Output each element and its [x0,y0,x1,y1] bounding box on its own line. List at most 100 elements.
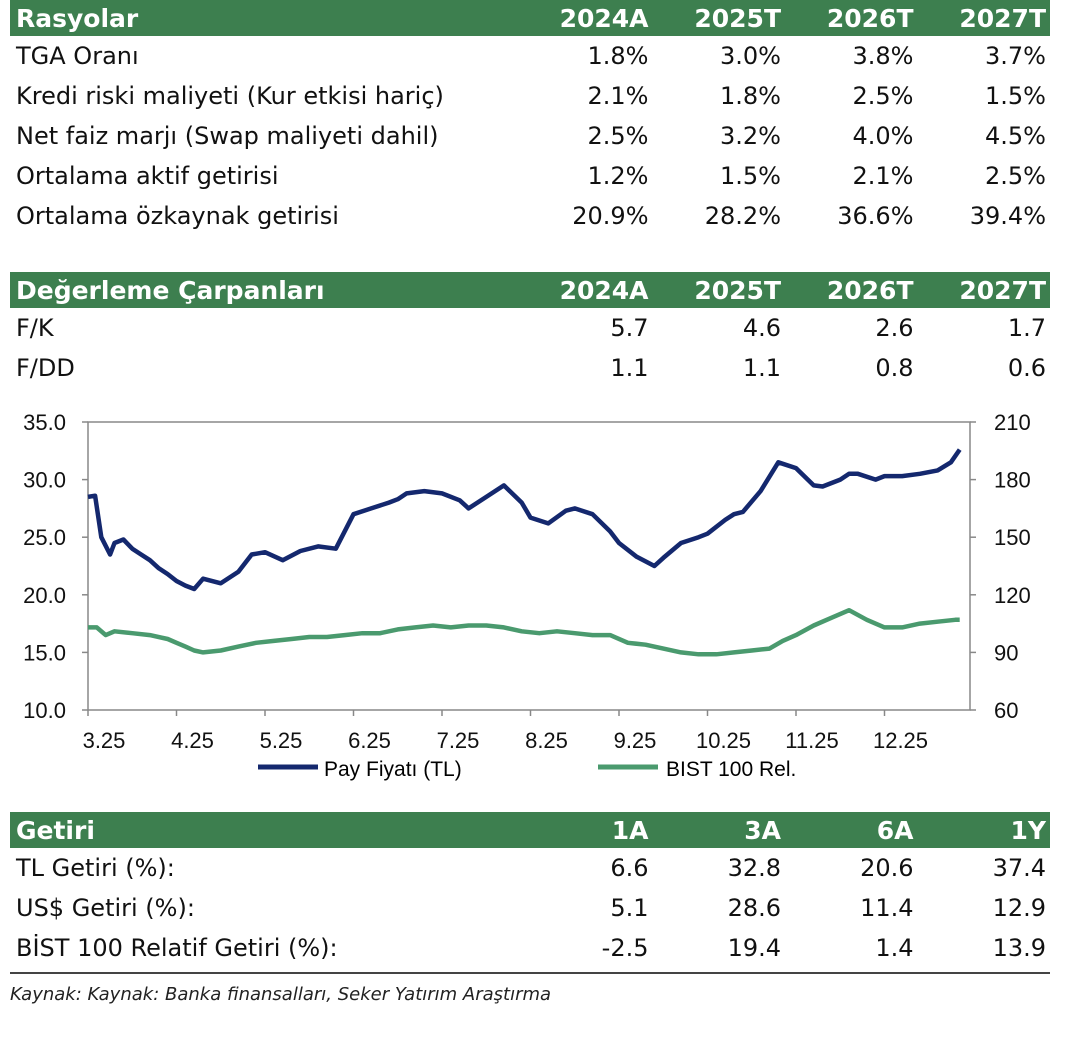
table-row: Net faiz marjı (Swap maliyeti dahil) 2.5… [10,116,1050,156]
cell-value: 1.4 [875,934,914,962]
ratios-header: Rasyolar 2024A 2025T 2026T 2027T [10,0,1050,36]
returns-header: Getiri 1A 3A 6A 1Y [10,812,1050,848]
x-tick-label: 4.25 [171,728,214,753]
bist-series-line [88,607,960,657]
row-label: BİST 100 Relatif Getiri (%): [16,934,338,962]
cell-value: 1.5% [985,82,1046,110]
cell-value: 20.9% [572,202,649,230]
cell-value: 1.8% [587,42,649,70]
cell-value: 2.1% [587,82,649,110]
y-right-tick-label: 120 [994,583,1031,608]
y-right-tick-label: 60 [994,698,1018,723]
y-left-tick-label: 30.0 [23,468,66,493]
y-right-tick-label: 180 [994,468,1031,493]
cell-value: 2.1% [852,162,914,190]
cell-value: 4.5% [985,122,1046,150]
y-left-tick-label: 35.0 [23,410,66,435]
x-tick-label: 3.25 [83,728,126,753]
cell-value: 2.6 [875,314,914,342]
cell-value: 4.0% [852,122,914,150]
cell-value: 1.7 [1007,314,1046,342]
multiples-col-2027t: 2027T [959,275,1046,305]
row-label: F/K [16,314,54,342]
table-row: TGA Oranı 1.8% 3.0% 3.8% 3.7% [10,36,1050,76]
cell-value: 1.8% [720,82,781,110]
x-tick-label: 8.25 [525,728,568,753]
y-right-tick-label: 150 [994,525,1031,550]
x-tick-label: 10.25 [696,728,751,753]
row-label: F/DD [16,354,75,382]
cell-value: 11.4 [860,894,914,922]
returns-col-6a: 6A [876,815,914,845]
cell-value: 37.4 [992,854,1046,882]
cell-value: 1.2% [587,162,649,190]
row-label: Ortalama özkaynak getirisi [16,202,339,230]
multiples-col-2026t: 2026T [826,275,914,305]
table-row: Kredi riski maliyeti (Kur etkisi hariç) … [10,76,1050,116]
table-row: F/DD 1.1 1.1 0.8 0.6 [10,348,1050,388]
row-label: US$ Getiri (%): [16,894,195,922]
cell-value: 19.4 [727,934,781,962]
price-series-line [87,448,962,592]
ratios-col-2024a: 2024A [559,3,649,33]
ratios-title: Rasyolar [16,3,139,33]
cell-value: 28.2% [704,202,781,230]
cell-value: 3.2% [720,122,781,150]
returns-col-1a: 1A [611,815,649,845]
cell-value: 39.4% [969,202,1046,230]
x-tick-label: 6.25 [348,728,391,753]
cell-value: 32.8 [727,854,781,882]
cell-value: 28.6 [727,894,781,922]
cell-value: 2.5% [587,122,649,150]
table-row: US$ Getiri (%): 5.1 28.6 11.4 12.9 [10,888,1050,928]
cell-value: 12.9 [992,894,1046,922]
cell-value: 3.7% [985,42,1046,70]
multiples-col-2024a: 2024A [559,275,649,305]
y-left-tick-label: 10.0 [23,698,66,723]
returns-col-1y: 1Y [1010,815,1047,845]
x-tick-label: 9.25 [614,728,657,753]
source-note: Kaynak: Kaynak: Banka finansalları, Seke… [10,984,552,1005]
cell-value: 0.8 [875,354,914,382]
ratios-col-2027t: 2027T [959,3,1046,33]
table-row: Ortalama aktif getirisi 1.2% 1.5% 2.1% 2… [10,156,1050,196]
cell-value: 1.1 [742,354,781,382]
cell-value: 1.1 [610,354,649,382]
table-row: Ortalama özkaynak getirisi 20.9% 28.2% 3… [10,196,1050,236]
plot-area [87,421,971,711]
table-row: TL Getiri (%): 6.6 32.8 20.6 37.4 [10,848,1050,888]
cell-value: 5.7 [610,314,649,342]
multiples-table: Değerleme Çarpanları 2024A 2025T 2026T 2… [10,272,1050,388]
cell-value: 20.6 [860,854,914,882]
cell-value: 5.1 [610,894,649,922]
y-left-tick-label: 15.0 [23,640,66,665]
table-row: BİST 100 Relatif Getiri (%): -2.5 19.4 1… [10,928,1050,968]
row-label: Net faiz marjı (Swap maliyeti dahil) [16,122,439,150]
ratios-col-2025t: 2025T [694,3,781,33]
cell-value: 2.5% [985,162,1046,190]
multiples-header: Değerleme Çarpanları 2024A 2025T 2026T 2… [10,272,1050,308]
row-label: Kredi riski maliyeti (Kur etkisi hariç) [16,82,444,110]
multiples-title: Değerleme Çarpanları [16,275,325,305]
x-tick-label: 12.25 [873,728,928,753]
price-chart: 10.0 15.0 20.0 25.0 30.0 35.0 60 90 120 150 180 21… [23,410,1031,781]
cell-value: 1.5% [720,162,781,190]
y-right-tick-label: 210 [994,410,1031,435]
cell-value: 3.8% [852,42,914,70]
returns-col-3a: 3A [744,815,781,845]
x-tick-label: 7.25 [437,728,480,753]
table-bottom-rule [10,972,1050,974]
cell-value: 0.6 [1007,354,1046,382]
row-label: TGA Oranı [16,42,139,70]
returns-title: Getiri [16,815,95,845]
multiples-col-2025t: 2025T [694,275,781,305]
ratios-table: Rasyolar 2024A 2025T 2026T 2027T TGA Ora… [10,0,1050,236]
cell-value: 6.6 [610,854,649,882]
x-tick-label: 11.25 [785,728,838,753]
cell-value: 3.0% [720,42,781,70]
row-label: TL Getiri (%): [16,854,175,882]
ratios-col-2026t: 2026T [826,3,914,33]
y-left-tick-label: 25.0 [23,525,66,550]
legend: Pay Fiyatı (TL) BIST 100 Rel. [258,758,796,781]
x-tick-label: 5.25 [260,728,303,753]
